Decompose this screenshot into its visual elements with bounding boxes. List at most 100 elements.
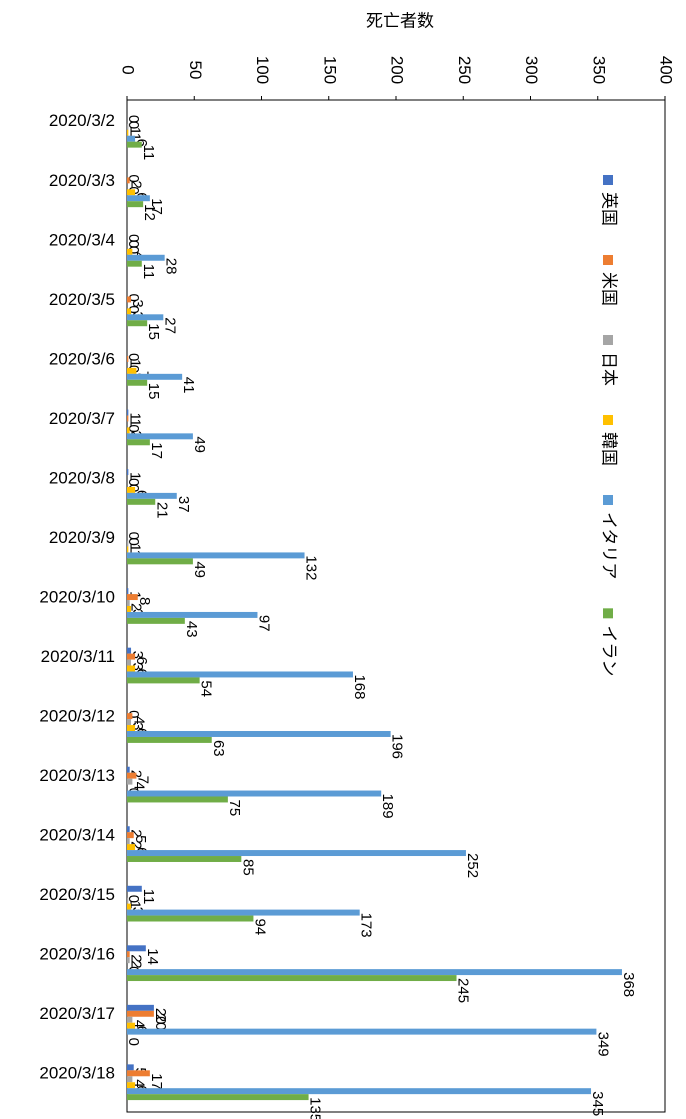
bar	[127, 647, 132, 654]
bar	[127, 1070, 150, 1077]
plot-border	[126, 99, 666, 1113]
data-label: 49	[191, 561, 208, 578]
legend-swatch	[603, 608, 613, 619]
bar	[127, 1076, 133, 1083]
y-tick-label: 2020/3/8	[49, 468, 115, 487]
bar	[127, 486, 136, 493]
y-tick-label: 2020/3/7	[49, 409, 115, 428]
bar	[127, 195, 150, 202]
bar	[127, 838, 130, 845]
data-label: 196	[389, 734, 406, 759]
data-label: 2	[128, 954, 145, 962]
data-label: 85	[239, 859, 256, 876]
axis-title: 死亡者数	[366, 11, 434, 30]
data-label: 2	[128, 603, 145, 611]
bar	[127, 600, 130, 606]
bar	[127, 141, 142, 148]
bar	[127, 731, 391, 737]
bar	[127, 492, 177, 499]
bar	[127, 189, 136, 196]
x-tick-label: 400	[657, 56, 676, 84]
data-label: 12	[141, 204, 158, 221]
x-tick-label: 300	[522, 56, 541, 84]
legend-swatch	[603, 495, 613, 505]
y-tick-label: 2020/3/9	[49, 528, 115, 547]
data-label: 135	[307, 1097, 324, 1119]
x-tick-label: 350	[589, 56, 608, 84]
bar	[127, 945, 146, 952]
bar	[127, 415, 129, 422]
bar	[127, 790, 382, 797]
data-label: 11	[140, 889, 157, 905]
legend-swatch	[603, 335, 613, 345]
bar	[127, 135, 136, 142]
data-label: 0	[125, 121, 142, 129]
y-tick-label: 2020/3/18	[39, 1064, 115, 1083]
y-tick-label: 2020/3/16	[39, 945, 115, 964]
y-tick-label: 2020/3/3	[49, 171, 115, 190]
y-tick-label: 2020/3/10	[39, 587, 115, 606]
bar	[127, 951, 130, 958]
bar	[127, 498, 156, 505]
data-label: 8	[136, 597, 153, 605]
data-label: 0	[125, 532, 142, 540]
data-label: 6	[133, 657, 150, 665]
x-tick-label: 50	[186, 61, 205, 80]
bar	[127, 778, 133, 785]
y-tick-label: 2020/3/17	[39, 1004, 115, 1023]
bar	[127, 796, 228, 803]
data-label: 28	[163, 258, 180, 275]
bar	[127, 355, 129, 362]
legend-label: 韓国	[600, 432, 619, 466]
bar	[127, 736, 212, 743]
bar	[127, 1028, 597, 1035]
data-label: 132	[303, 555, 320, 580]
bar	[127, 850, 466, 857]
bar	[127, 248, 133, 255]
bar	[127, 844, 136, 851]
legend-label: イラン	[600, 625, 619, 676]
data-label: 1	[126, 359, 143, 367]
data-label: 97	[255, 615, 272, 632]
bar	[127, 123, 129, 130]
data-label: 0	[125, 353, 142, 361]
bar	[127, 379, 148, 386]
bar	[127, 546, 129, 553]
bar	[127, 1004, 154, 1011]
x-tick-label: 0	[119, 65, 138, 74]
data-label: 2	[128, 841, 145, 849]
data-label: 3	[129, 299, 146, 307]
data-label: 1	[126, 413, 143, 421]
data-label: 1	[126, 901, 143, 909]
data-label: 0	[125, 305, 142, 313]
y-tick-label: 2020/3/11	[41, 647, 115, 666]
bar	[127, 558, 193, 565]
y-tick-label: 2020/3/4	[49, 230, 115, 249]
y-tick-label: 2020/3/14	[39, 826, 115, 845]
data-label: 11	[140, 145, 157, 161]
data-label: 0	[125, 1038, 142, 1046]
data-label: 349	[594, 1032, 611, 1057]
data-label: 7	[134, 776, 151, 784]
legend-swatch	[603, 255, 613, 265]
bar	[127, 606, 132, 612]
bar	[127, 588, 129, 595]
data-label: 21	[153, 502, 170, 519]
data-label: 2	[128, 960, 145, 968]
data-label: 0	[125, 895, 142, 903]
bar	[127, 856, 242, 862]
legend-label: 英国	[600, 192, 619, 226]
bar	[127, 826, 130, 833]
bar	[127, 1088, 592, 1095]
bar	[127, 177, 130, 184]
bar	[127, 552, 305, 559]
data-label: 0	[125, 478, 142, 486]
bar	[127, 1016, 133, 1023]
bar	[127, 296, 132, 303]
bar	[127, 772, 137, 779]
data-label: 43	[183, 621, 200, 638]
data-label: 3	[129, 722, 146, 730]
y-tick-label: 2020/3/12	[39, 707, 115, 726]
bar	[127, 439, 150, 446]
